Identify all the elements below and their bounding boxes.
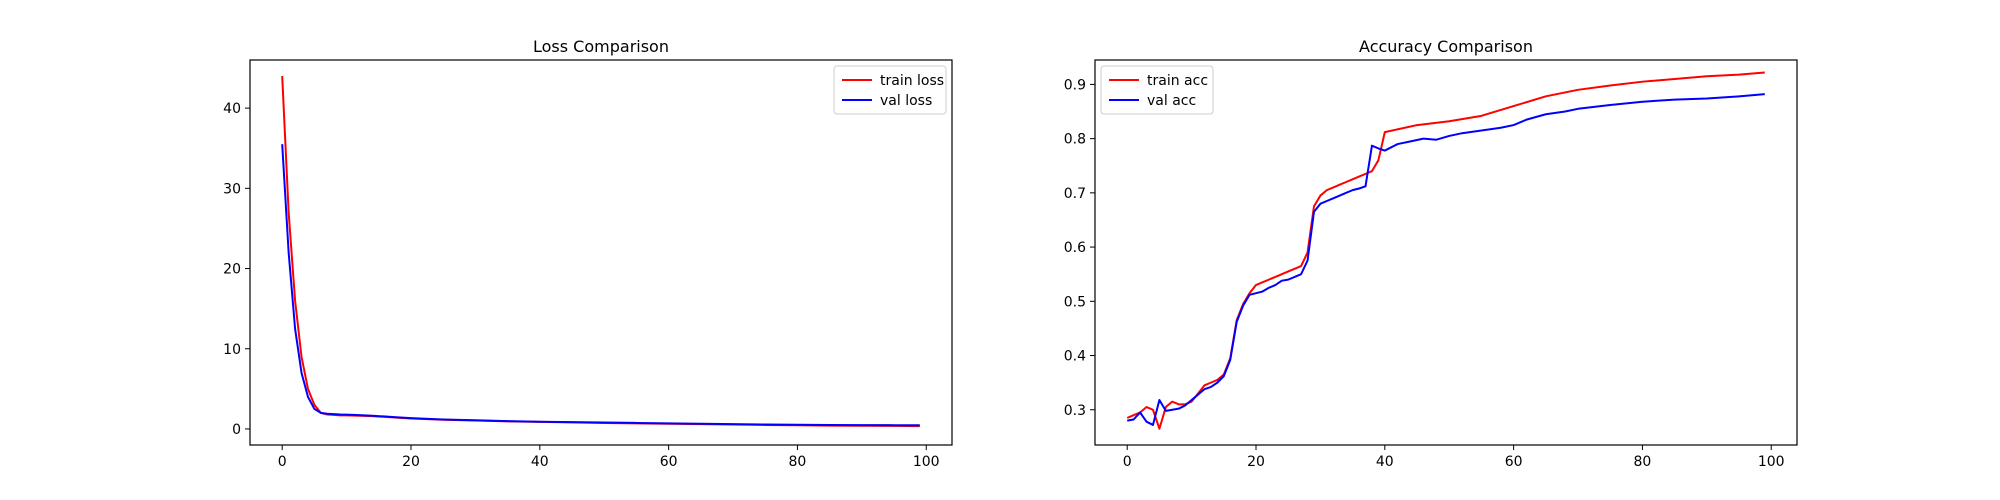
x-tick-label: 40 — [531, 454, 549, 470]
x-tick-label: 80 — [1634, 454, 1652, 470]
y-tick-label: 30 — [223, 181, 241, 197]
legend-label-train-loss: train loss — [880, 73, 944, 89]
x-tick-label: 0 — [278, 454, 287, 470]
y-tick-label: 0.5 — [1064, 294, 1086, 310]
legend: train loss val loss — [833, 65, 947, 115]
y-tick-label: 10 — [223, 342, 241, 358]
plot-frame — [249, 59, 953, 446]
x-tick-label: 60 — [1505, 454, 1523, 470]
y-tick-label: 0.8 — [1064, 132, 1086, 148]
x-tick-label: 80 — [789, 454, 807, 470]
x-tick-label: 20 — [1247, 454, 1265, 470]
x-tick-label: 60 — [660, 454, 678, 470]
legend-box — [1100, 65, 1214, 115]
series-line-val-loss — [281, 144, 920, 427]
chart-title: Loss Comparison — [533, 37, 669, 56]
series-line-val-acc — [1127, 93, 1765, 426]
series-line-train-acc — [1126, 71, 1765, 430]
accuracy-chart: Accuracy Comparison 0 20 40 60 80 100 0.3 0.4 0.… — [1064, 37, 1798, 470]
legend-label-val-acc: val acc — [1147, 93, 1196, 109]
y-tick-label: 0.6 — [1064, 240, 1086, 256]
series-line-train-loss — [281, 75, 920, 428]
y-tick-label: 0.3 — [1064, 403, 1086, 419]
x-tick-label: 0 — [1123, 454, 1132, 470]
y-tick-label: 40 — [223, 101, 241, 117]
chart-title: Accuracy Comparison — [1359, 37, 1533, 56]
x-tick-label: 100 — [913, 454, 940, 470]
loss-chart: Loss Comparison 0 20 40 60 80 100 0 10 20 30 40 tr… — [223, 37, 953, 470]
y-tick-label: 0.9 — [1064, 77, 1086, 93]
legend: train acc val acc — [1100, 65, 1214, 115]
y-tick-label: 20 — [223, 262, 241, 278]
y-tick-label: 0 — [232, 422, 241, 438]
x-tick-label: 20 — [402, 454, 420, 470]
legend-box — [833, 65, 947, 115]
legend-label-val-loss: val loss — [880, 93, 932, 109]
legend-label-train-acc: train acc — [1147, 73, 1208, 89]
y-tick-label: 0.4 — [1064, 349, 1086, 365]
y-tick-label: 0.7 — [1064, 186, 1086, 202]
x-tick-label: 40 — [1376, 454, 1394, 470]
plot-frame — [1094, 59, 1798, 446]
x-tick-label: 100 — [1758, 454, 1785, 470]
